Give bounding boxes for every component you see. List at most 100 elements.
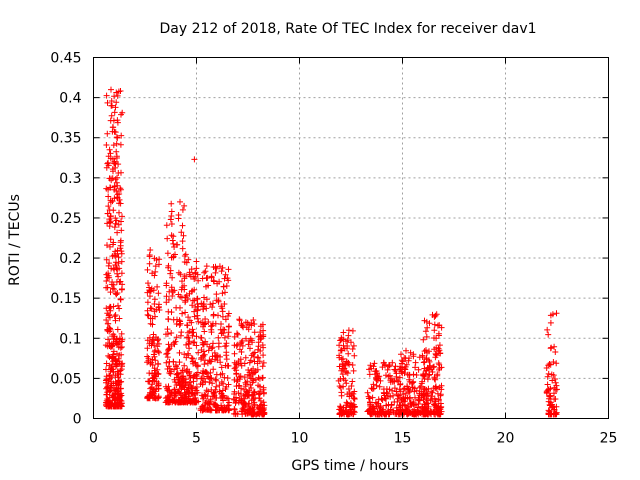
data-point: [181, 202, 188, 209]
data-point: [423, 347, 429, 354]
data-point: [114, 117, 121, 124]
data-point: [350, 342, 357, 349]
data-point: [339, 371, 346, 378]
data-point: [544, 381, 551, 388]
data-point: [167, 270, 174, 277]
data-point: [117, 385, 124, 392]
data-point: [103, 377, 110, 384]
data-point: [173, 334, 180, 341]
data-point: [150, 375, 156, 382]
data-point: [349, 346, 356, 352]
data-point: [545, 370, 552, 377]
data-point: [113, 217, 120, 224]
data-point: [406, 395, 413, 402]
data-point: [170, 233, 177, 240]
data-point: [437, 392, 444, 399]
data-point: [183, 354, 190, 361]
data-point: [403, 390, 409, 397]
data-point: [149, 336, 156, 343]
data-point: [551, 390, 557, 397]
data-point: [255, 390, 262, 397]
data-point: [380, 359, 387, 366]
data-point: [179, 238, 186, 245]
data-point: [221, 301, 228, 307]
y-tick-label: 0.35: [50, 131, 81, 147]
data-point: [166, 365, 173, 372]
data-point: [106, 146, 113, 153]
data-point: [148, 342, 155, 349]
data-point: [200, 375, 207, 382]
data-point: [201, 406, 208, 413]
data-point: [344, 370, 351, 377]
y-tick-label: 0.1: [59, 331, 81, 347]
data-point: [107, 236, 114, 243]
data-point: [545, 331, 552, 338]
data-point: [206, 357, 213, 364]
data-point: [195, 277, 202, 284]
data-point: [434, 322, 441, 329]
data-point: [420, 371, 427, 378]
data-point: [233, 342, 240, 349]
data-point: [194, 271, 201, 278]
y-tick-label: 0.05: [50, 371, 81, 387]
data-point: [189, 390, 196, 397]
data-point: [179, 206, 186, 213]
data-point: [218, 404, 225, 411]
y-tick-label: 0: [73, 412, 82, 428]
data-point: [169, 293, 176, 299]
data-point: [367, 362, 374, 369]
data-point: [190, 329, 197, 336]
data-point: [252, 394, 259, 401]
data-point: [111, 224, 118, 231]
data-point: [210, 300, 216, 307]
data-point: [544, 326, 551, 333]
data-point: [189, 287, 196, 294]
data-point: [432, 376, 439, 383]
data-point: [337, 347, 344, 354]
data-point: [107, 219, 114, 226]
data-point: [220, 283, 227, 290]
data-point: [213, 377, 220, 384]
data-point: [343, 380, 350, 387]
data-point: [114, 229, 121, 236]
data-point: [239, 342, 246, 349]
data-point: [259, 342, 266, 348]
data-point: [115, 254, 122, 261]
data-point: [336, 352, 343, 359]
data-point: [217, 359, 224, 366]
data-point: [437, 400, 444, 407]
data-point: [108, 86, 114, 93]
data-point: [186, 317, 193, 324]
data-point: [114, 388, 121, 395]
data-point: [225, 266, 232, 273]
data-point: [155, 303, 162, 310]
data-point: [406, 378, 413, 385]
data-point: [245, 341, 252, 348]
data-point: [371, 360, 378, 367]
data-point: [109, 102, 115, 109]
data-point: [364, 389, 371, 396]
data-point: [211, 389, 218, 396]
data-point: [104, 210, 111, 217]
data-point: [547, 319, 554, 326]
data-point: [234, 331, 241, 338]
data-point: [144, 359, 151, 366]
data-point: [241, 400, 248, 406]
data-point: [203, 283, 209, 290]
data-point: [183, 398, 190, 405]
data-point: [105, 270, 112, 277]
data-point: [422, 328, 429, 335]
data-point: [113, 153, 120, 160]
data-point: [438, 324, 445, 331]
data-point: [223, 356, 230, 363]
data-point: [111, 186, 118, 193]
data-point: [233, 370, 240, 377]
data-point: [221, 326, 228, 333]
data-point: [151, 296, 158, 303]
y-tick-label: 0.25: [50, 211, 81, 227]
data-point: [338, 356, 345, 363]
data-point: [234, 341, 241, 348]
data-point: [189, 326, 196, 333]
data-point: [336, 363, 343, 370]
